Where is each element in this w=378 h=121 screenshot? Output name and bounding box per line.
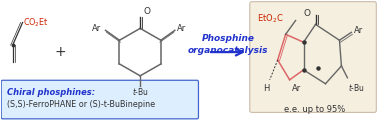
Text: +: +: [55, 45, 66, 59]
Text: e.e. up to 95%: e.e. up to 95%: [284, 105, 345, 114]
Text: O: O: [143, 7, 150, 15]
Text: H: H: [263, 84, 270, 93]
FancyBboxPatch shape: [1, 80, 198, 119]
Text: $t$-Bu: $t$-Bu: [132, 86, 149, 97]
Text: O: O: [303, 9, 310, 18]
Text: $t$-Bu: $t$-Bu: [349, 82, 366, 93]
Text: CO$_2$Et: CO$_2$Et: [23, 16, 48, 29]
Text: Phosphine: Phosphine: [201, 34, 254, 43]
FancyBboxPatch shape: [250, 2, 376, 112]
Text: Ar: Ar: [177, 24, 186, 33]
Text: organocatalysis: organocatalysis: [187, 46, 268, 55]
Text: (S,S)-FerroPHANE or (S)-t-BuBinepine: (S,S)-FerroPHANE or (S)-t-BuBinepine: [7, 100, 155, 109]
Text: Ar: Ar: [92, 24, 102, 33]
Text: EtO$_2$C: EtO$_2$C: [257, 13, 284, 25]
Text: Chiral phosphines:: Chiral phosphines:: [7, 88, 95, 97]
Text: Ar: Ar: [355, 26, 364, 35]
Text: Ar: Ar: [291, 84, 301, 93]
